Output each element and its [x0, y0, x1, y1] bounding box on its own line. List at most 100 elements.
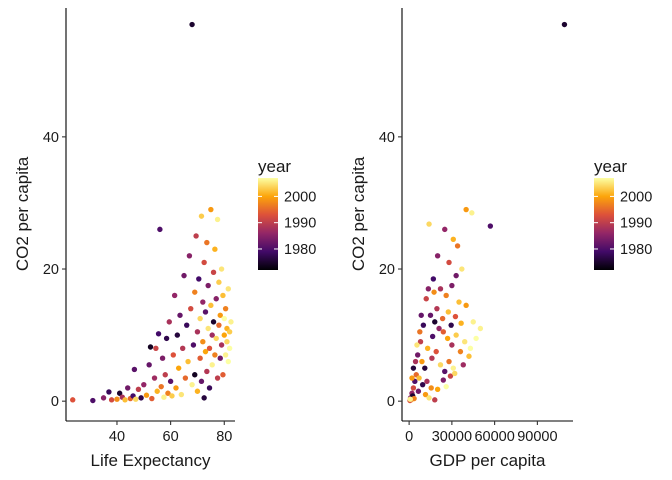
data-point [108, 397, 115, 403]
data-point [418, 312, 424, 318]
colorbar [594, 178, 614, 270]
data-point [166, 319, 172, 325]
data-point [220, 292, 226, 299]
y-ticks: 0 20 40 [43, 130, 66, 410]
data-point [462, 339, 468, 345]
data-point [463, 302, 469, 309]
legend-tick-label: 1990 [284, 216, 316, 232]
data-point [217, 312, 223, 318]
data-point [202, 348, 209, 355]
data-point [158, 383, 164, 390]
data-point [434, 253, 441, 259]
data-point [143, 392, 150, 398]
data-point [561, 21, 568, 28]
data-point [442, 226, 448, 233]
data-point [453, 332, 459, 338]
data-point [192, 289, 198, 295]
x-tick-label: 30000 [432, 429, 472, 445]
data-point [194, 388, 201, 394]
data-point [225, 358, 231, 365]
chart-gdp-per-capita: 0 20 40 0 30000 60000 90000 GDP per capita CO… [349, 8, 652, 470]
data-point [218, 342, 225, 348]
x-axis-title: Life Expectancy [90, 451, 211, 470]
data-point [423, 296, 429, 302]
data-point [194, 329, 201, 335]
data-point [116, 390, 123, 396]
data-point [420, 322, 427, 328]
data-point [429, 333, 436, 340]
data-point [198, 378, 205, 385]
data-point [200, 339, 206, 345]
data-point [171, 292, 178, 299]
data-point [186, 253, 193, 259]
data-point [216, 322, 222, 328]
data-point [428, 385, 434, 391]
data-point [147, 344, 154, 350]
x-tick-label: 60 [163, 429, 179, 445]
data-point [200, 299, 206, 305]
data-point [437, 362, 444, 368]
data-point [432, 319, 438, 325]
data-point [114, 396, 120, 402]
scatter-points [407, 21, 568, 404]
data-point [165, 390, 171, 396]
data-point [424, 345, 431, 352]
legend-tick-label: 2000 [620, 189, 652, 205]
legend-tick-label: 1990 [620, 216, 652, 232]
data-point [425, 286, 432, 292]
data-point [457, 348, 464, 355]
scatter-points [70, 21, 234, 404]
data-point [192, 372, 198, 378]
data-point [452, 370, 458, 377]
data-point [214, 216, 221, 223]
data-point [135, 386, 142, 392]
data-point [149, 395, 155, 402]
data-point [424, 378, 430, 385]
data-point [448, 322, 454, 328]
legend-ticks: 1980 1990 2000 [258, 189, 316, 258]
legend-tick-label: 2000 [284, 189, 316, 205]
y-axis-title: CO2 per capita [349, 156, 368, 271]
x-axis-title: GDP per capita [430, 451, 546, 470]
data-point [221, 332, 227, 338]
colorbar [258, 178, 278, 270]
data-point [90, 397, 96, 404]
data-point [169, 393, 175, 399]
data-point [141, 381, 147, 388]
x-tick-label: 40 [109, 429, 125, 445]
x-tick-label: 60000 [474, 429, 514, 445]
data-point [434, 386, 441, 392]
data-point [456, 299, 462, 305]
legend: year 1980 1990 2000 [258, 157, 316, 270]
data-point [450, 236, 456, 242]
data-point [439, 315, 446, 322]
data-point [153, 345, 159, 352]
data-point [440, 329, 447, 335]
data-point [190, 342, 197, 348]
data-point [463, 206, 469, 213]
y-tick-label: 20 [379, 262, 395, 278]
y-tick-label: 0 [387, 394, 395, 410]
y-tick-label: 40 [43, 130, 59, 146]
data-point [209, 332, 215, 338]
data-point [409, 375, 415, 381]
legend: year 1980 1990 2000 [594, 157, 652, 270]
data-point [415, 388, 422, 394]
data-point [201, 259, 207, 266]
y-axis-title: CO2 per capita [13, 156, 32, 271]
data-point [189, 21, 195, 28]
data-point [133, 396, 139, 402]
data-point [454, 243, 461, 249]
data-point [185, 358, 191, 365]
data-point [202, 309, 209, 315]
data-point [477, 325, 484, 332]
data-point [449, 342, 455, 348]
data-point [466, 353, 472, 359]
data-point [459, 266, 465, 272]
data-point [125, 385, 131, 391]
data-point [426, 221, 432, 227]
data-point [410, 365, 417, 371]
data-point [182, 375, 189, 381]
data-point [432, 397, 438, 403]
